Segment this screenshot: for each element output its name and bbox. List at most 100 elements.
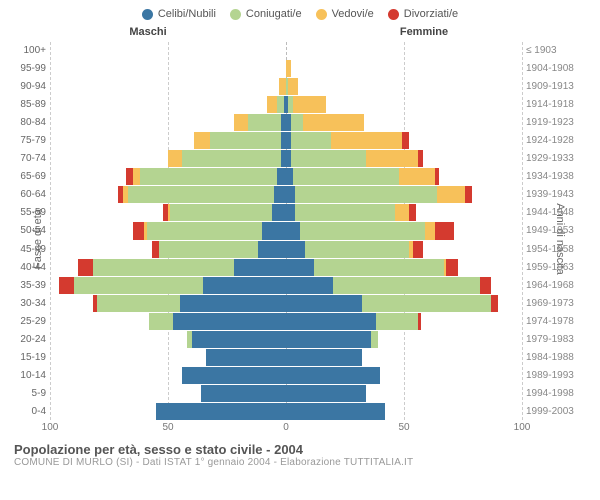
bars-area xyxy=(50,349,522,366)
x-tick-label: 50 xyxy=(398,422,409,433)
birth-year-label: 1929-1933 xyxy=(522,153,590,164)
bar-segment xyxy=(194,132,211,149)
birth-year-label: 1994-1998 xyxy=(522,388,590,399)
birth-year-label: 1984-1988 xyxy=(522,352,590,363)
bars-area xyxy=(50,96,522,113)
bar-segment xyxy=(152,241,159,258)
bar-segment xyxy=(295,204,394,221)
bar-segment xyxy=(248,114,281,131)
age-label: 50-54 xyxy=(10,225,50,236)
birth-year-label: 1934-1938 xyxy=(522,171,590,182)
bar-segment xyxy=(262,222,286,239)
female-bar xyxy=(286,60,522,77)
bar-segment xyxy=(291,150,367,167)
bar-segment xyxy=(409,204,416,221)
bars-area xyxy=(50,132,522,149)
bar-segment xyxy=(93,259,235,276)
bars-area xyxy=(50,385,522,402)
bar-segment xyxy=(277,168,286,185)
age-label: 35-39 xyxy=(10,280,50,291)
bar-segment xyxy=(437,186,465,203)
bar-segment xyxy=(395,204,409,221)
bar-segment xyxy=(234,114,248,131)
bar-segment xyxy=(182,367,286,384)
bar-segment xyxy=(286,277,333,294)
bar-segment xyxy=(206,349,286,366)
bars-area xyxy=(50,259,522,276)
bar-segment xyxy=(286,168,293,185)
bar-segment xyxy=(286,367,380,384)
birth-year-label: 1924-1928 xyxy=(522,135,590,146)
male-bar xyxy=(50,60,286,77)
legend-label: Coniugati/e xyxy=(246,8,302,20)
legend-swatch xyxy=(230,9,241,20)
age-label: 60-64 xyxy=(10,189,50,200)
female-bar xyxy=(286,222,522,239)
age-label: 80-84 xyxy=(10,117,50,128)
female-bar xyxy=(286,349,522,366)
pyramid-row: 80-841919-1923 xyxy=(10,114,590,131)
footer-title: Popolazione per età, sesso e stato civil… xyxy=(14,442,590,457)
pyramid-row: 85-891914-1918 xyxy=(10,96,590,113)
pyramid-row: 5-91994-1998 xyxy=(10,385,590,402)
male-bar xyxy=(50,313,286,330)
bar-segment xyxy=(168,150,182,167)
x-ticks: 10050050100 xyxy=(50,422,522,436)
bar-segment xyxy=(126,168,133,185)
bar-segment xyxy=(133,168,140,185)
female-bar xyxy=(286,150,522,167)
bar-segment xyxy=(277,96,284,113)
legend-swatch xyxy=(142,9,153,20)
bar-segment xyxy=(491,295,498,312)
age-label: 40-44 xyxy=(10,262,50,273)
bar-segment xyxy=(173,313,286,330)
male-bar xyxy=(50,96,286,113)
bar-segment xyxy=(376,313,418,330)
bar-segment xyxy=(279,78,286,95)
pyramid-row: 25-291974-1978 xyxy=(10,313,590,330)
bars-area xyxy=(50,331,522,348)
pyramid-row: 100+≤ 1903 xyxy=(10,42,590,59)
birth-year-label: 1989-1993 xyxy=(522,370,590,381)
legend-item: Divorziati/e xyxy=(388,8,458,20)
chart-footer: Popolazione per età, sesso e stato civil… xyxy=(10,442,590,468)
pyramid-row: 0-41999-2003 xyxy=(10,403,590,420)
pyramid-row: 35-39 1964-1968 xyxy=(10,277,590,294)
pyramid-row: 40-441959-1963 xyxy=(10,259,590,276)
x-axis: 10050050100 xyxy=(10,422,590,436)
age-label: 45-49 xyxy=(10,244,50,255)
bar-segment xyxy=(286,295,362,312)
legend-swatch xyxy=(388,9,399,20)
bars-area xyxy=(50,60,522,77)
bar-segment xyxy=(303,114,364,131)
bar-segment xyxy=(234,259,286,276)
header-female: Femmine xyxy=(286,26,522,38)
pyramid-row: 70-741929-1933 xyxy=(10,150,590,167)
female-bar xyxy=(286,277,522,294)
bar-segment xyxy=(156,403,286,420)
bar-segment xyxy=(59,277,73,294)
pyramid-row: 20-241979-1983 xyxy=(10,331,590,348)
bar-segment xyxy=(267,96,276,113)
bar-segment xyxy=(418,150,423,167)
age-label: 75-79 xyxy=(10,135,50,146)
male-bar xyxy=(50,403,286,420)
pyramid-row: 75-79 1924-1928 xyxy=(10,132,590,149)
bar-segment xyxy=(402,132,409,149)
birth-year-label: 1964-1968 xyxy=(522,280,590,291)
bars-area xyxy=(50,277,522,294)
male-bar xyxy=(50,241,286,258)
pyramid-row: 60-641939-1943 xyxy=(10,186,590,203)
bar-segment xyxy=(149,313,173,330)
male-bar xyxy=(50,222,286,239)
bar-segment xyxy=(435,222,454,239)
bar-segment xyxy=(418,313,420,330)
birth-year-label: 1974-1978 xyxy=(522,316,590,327)
pyramid-row: 90-941909-1913 xyxy=(10,78,590,95)
bar-segment xyxy=(291,114,303,131)
birth-year-label: 1904-1908 xyxy=(522,63,590,74)
bars-area xyxy=(50,168,522,185)
male-bar xyxy=(50,331,286,348)
pyramid-rows: 100+≤ 190395-991904-190890-941909-191385… xyxy=(10,42,590,420)
bar-segment xyxy=(286,313,376,330)
